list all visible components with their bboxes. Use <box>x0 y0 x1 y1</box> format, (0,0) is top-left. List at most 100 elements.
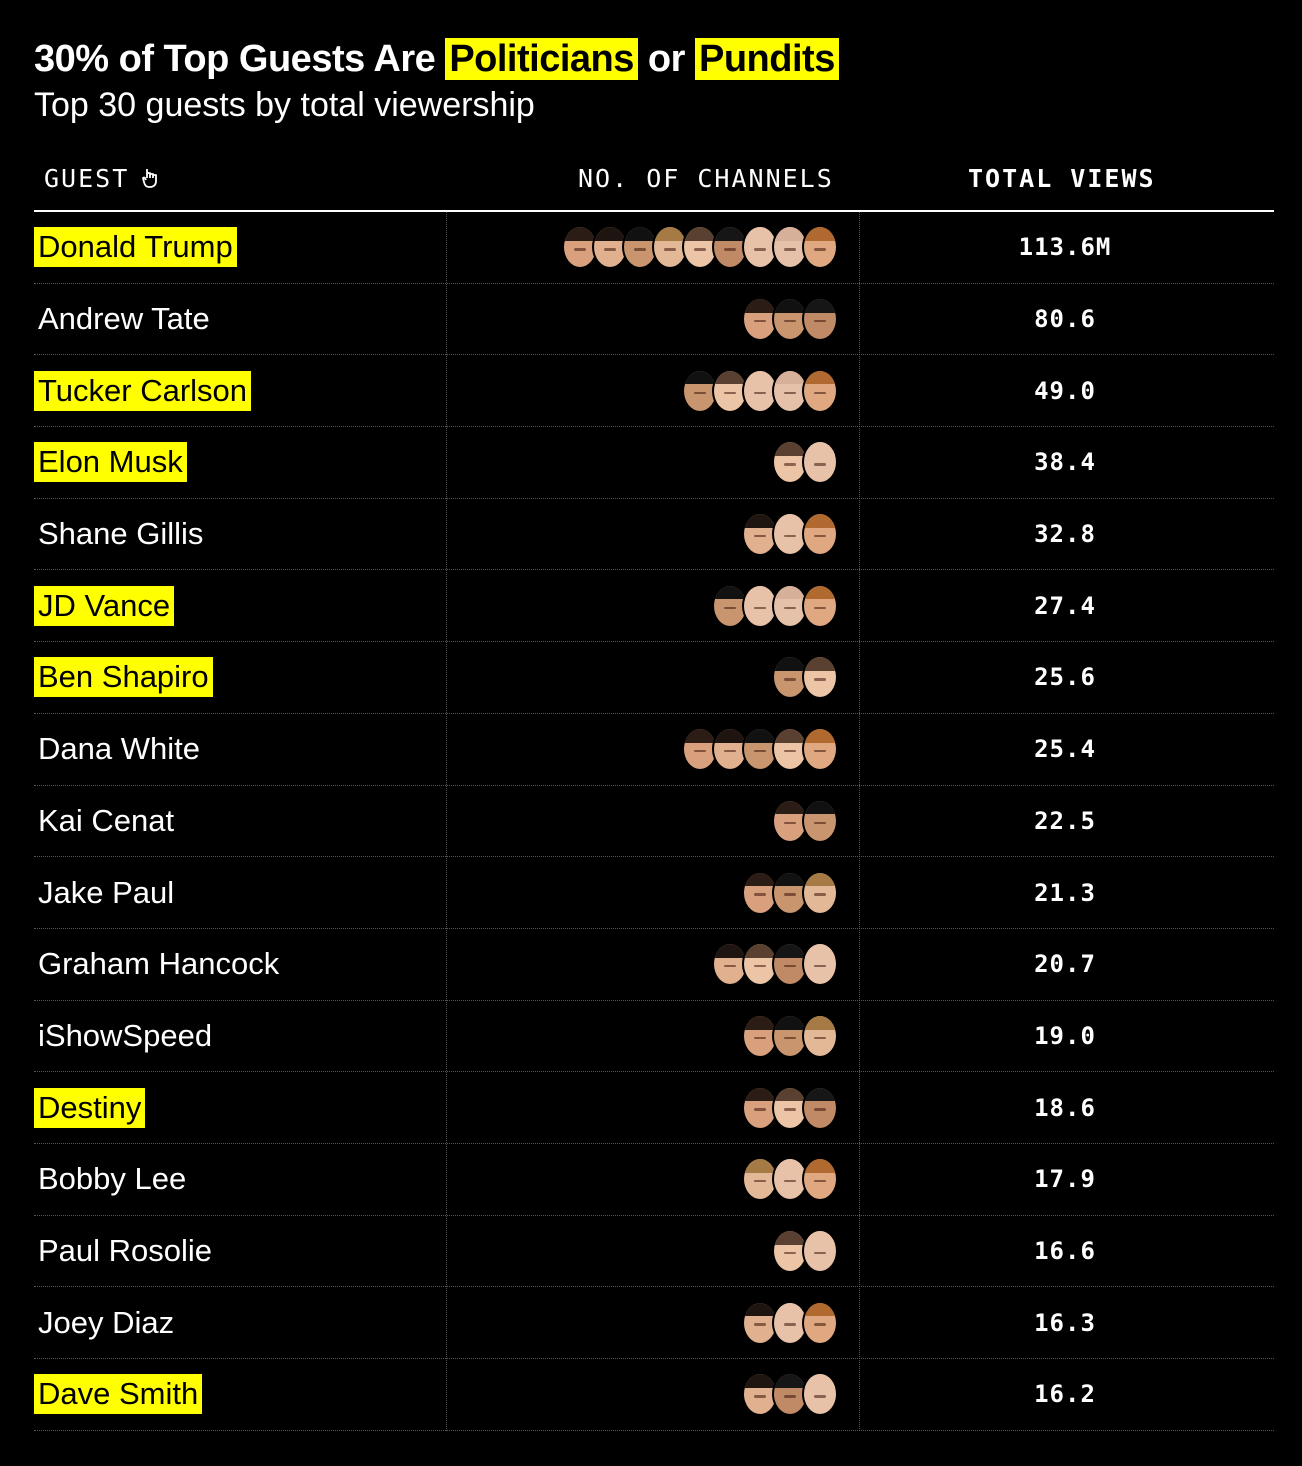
table-row[interactable]: Elon Musk 38.4 <box>34 427 1274 499</box>
total-views-value: 16.6 <box>1034 1236 1096 1265</box>
total-views-value: 49.0 <box>1034 376 1096 405</box>
guest-cell: Kai Cenat <box>34 786 446 857</box>
title-part-1: 30% of Top Guests Are <box>34 38 446 80</box>
table-row[interactable]: Graham Hancock 20.7 <box>34 929 1274 1001</box>
guest-cell: JD Vance <box>34 570 446 641</box>
table-row[interactable]: Kai Cenat 22.5 <box>34 786 1274 858</box>
guest-name: Jake Paul <box>38 874 175 910</box>
table-row[interactable]: Paul Rosolie 16.6 <box>34 1216 1274 1288</box>
table-row[interactable]: Dana White 25.4 <box>34 714 1274 786</box>
host-face-icon <box>802 655 838 700</box>
table-row[interactable]: Joey Diaz 16.3 <box>34 1287 1274 1359</box>
channels-cell <box>447 427 848 498</box>
guest-cell: Ben Shapiro <box>34 642 446 713</box>
guest-name: Donald Trump <box>34 227 237 268</box>
pointer-hand-icon <box>142 169 158 188</box>
table-row[interactable]: Dave Smith 16.2 <box>34 1359 1274 1431</box>
total-views-value: 27.4 <box>1034 591 1096 620</box>
total-views-value: 22.5 <box>1034 806 1096 835</box>
total-views-value: 32.8 <box>1034 520 1096 549</box>
table-row[interactable]: Ben Shapiro 25.6 <box>34 642 1274 714</box>
guest-cell: Graham Hancock <box>34 929 446 1000</box>
total-views-value: 25.6 <box>1034 663 1096 692</box>
host-face-icon <box>802 368 838 413</box>
column-header-views[interactable]: TOTAL VIEWS <box>968 164 1156 193</box>
guest-cell: Tucker Carlson <box>34 355 446 426</box>
total-views-value: 18.6 <box>1034 1093 1096 1122</box>
guest-cell: Shane Gillis <box>34 499 446 570</box>
host-face-icon <box>742 727 778 772</box>
total-views-value: 25.4 <box>1034 735 1096 764</box>
table-row[interactable]: Donald Trump 113.6M <box>34 212 1274 284</box>
total-views-value: 16.2 <box>1034 1380 1096 1409</box>
column-header-channels[interactable]: NO. OF CHANNELS <box>578 164 834 193</box>
table-row[interactable]: Andrew Tate 80.6 <box>34 284 1274 356</box>
chart-subtitle: Top 30 guests by total viewership <box>34 86 535 124</box>
guest-table: Donald Trump 113.6M Andrew Tate 80.6 Tucker … <box>34 212 1274 1431</box>
total-views-value: 21.3 <box>1034 878 1096 907</box>
total-views-value: 80.6 <box>1034 305 1096 334</box>
column-header-guest[interactable]: GUEST <box>44 164 159 193</box>
host-face-icon <box>802 727 838 772</box>
channels-cell <box>447 1144 848 1215</box>
title-highlight-pundits: Pundits <box>695 38 839 80</box>
guest-name: Graham Hancock <box>38 946 280 982</box>
guest-cell: Destiny <box>34 1072 446 1143</box>
host-face-icon <box>772 1372 808 1417</box>
header-divider <box>34 210 1274 212</box>
column-header-guest-label: GUEST <box>44 164 130 193</box>
guest-name: iShowSpeed <box>38 1017 213 1053</box>
host-face-icon <box>742 1300 778 1345</box>
table-row[interactable]: Shane Gillis 32.8 <box>34 499 1274 571</box>
host-face-icon <box>742 368 778 413</box>
host-face-icon <box>772 512 808 557</box>
total-views-value: 38.4 <box>1034 448 1096 477</box>
host-face-icon <box>802 583 838 628</box>
guest-name: Tucker Carlson <box>34 370 252 411</box>
guest-cell: Bobby Lee <box>34 1144 446 1215</box>
channels-cell <box>447 355 848 426</box>
host-face-icon <box>802 225 838 270</box>
channels-cell <box>447 1072 848 1143</box>
channels-cell <box>447 1216 848 1287</box>
guest-name: Shane Gillis <box>38 516 204 552</box>
guest-cell: Paul Rosolie <box>34 1216 446 1287</box>
guest-name: JD Vance <box>34 585 175 626</box>
guest-cell: Jake Paul <box>34 857 446 928</box>
table-row[interactable]: Jake Paul 21.3 <box>34 857 1274 929</box>
channels-cell <box>447 929 848 1000</box>
column-divider-2 <box>859 212 860 1431</box>
guest-name: Elon Musk <box>34 442 187 483</box>
host-face-icon <box>712 727 748 772</box>
guest-name: Bobby Lee <box>38 1161 187 1197</box>
channels-cell <box>447 1287 848 1358</box>
host-face-icon <box>712 225 748 270</box>
guest-cell: Joey Diaz <box>34 1287 446 1358</box>
table-row[interactable]: Bobby Lee 17.9 <box>34 1144 1274 1216</box>
channels-cell <box>447 786 848 857</box>
guest-name: Paul Rosolie <box>38 1232 213 1268</box>
host-face-icon <box>802 942 838 987</box>
channels-cell <box>447 714 848 785</box>
host-face-icon <box>802 440 838 485</box>
host-face-icon <box>802 1013 838 1058</box>
channels-cell <box>447 642 848 713</box>
table-row[interactable]: Destiny 18.6 <box>34 1072 1274 1144</box>
channels-cell <box>447 570 848 641</box>
guest-cell: Donald Trump <box>34 212 446 283</box>
guest-name: Dave Smith <box>34 1374 203 1415</box>
guest-cell: Elon Musk <box>34 427 446 498</box>
guest-name: Ben Shapiro <box>34 657 213 698</box>
table-row[interactable]: iShowSpeed 19.0 <box>34 1001 1274 1073</box>
title-highlight-politicians: Politicians <box>445 38 638 80</box>
host-face-icon <box>802 1372 838 1417</box>
channels-cell <box>447 1001 848 1072</box>
host-face-icon <box>652 225 688 270</box>
channels-cell <box>447 857 848 928</box>
channels-cell <box>447 212 848 283</box>
table-row[interactable]: Tucker Carlson 49.0 <box>34 355 1274 428</box>
host-face-icon <box>802 512 838 557</box>
table-row[interactable]: JD Vance 27.4 <box>34 570 1274 643</box>
host-face-icon <box>742 942 778 987</box>
channels-cell <box>447 499 848 570</box>
